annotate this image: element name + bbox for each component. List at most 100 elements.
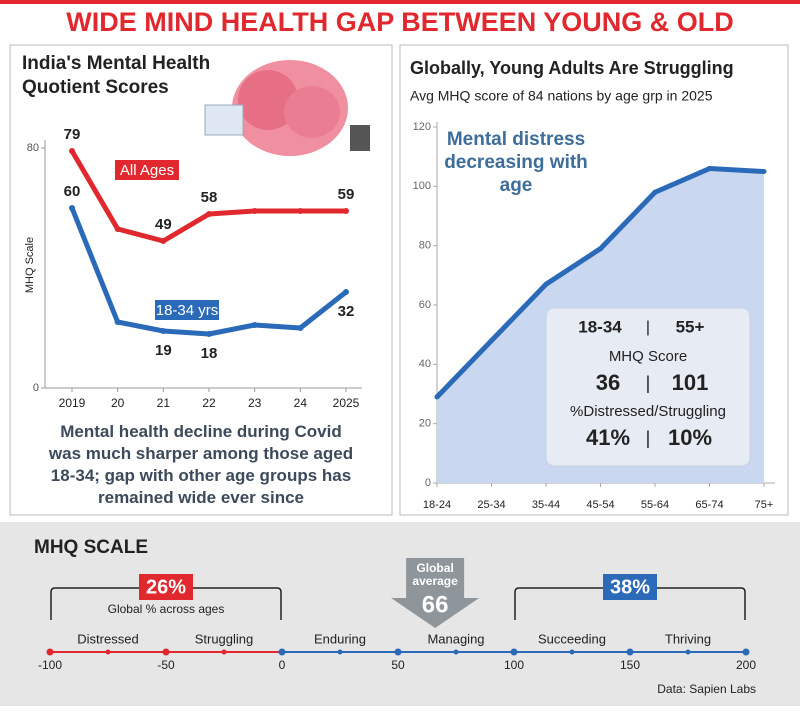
scale-category: Struggling [195,631,254,646]
scale-tick-label: 0 [279,658,286,672]
scale-category: Managing [427,631,484,646]
x-tick-label: 65-74 [695,499,723,511]
y-axis-label: MHQ Scale [24,237,36,293]
scale-tick [510,648,518,656]
data-point [343,289,349,295]
inset-header: 55+ [676,317,705,336]
inset-row-label: %Distressed/Struggling [570,403,726,420]
y-tick-label: 60 [419,299,431,311]
legend-box [155,300,219,320]
data-point [160,328,167,334]
x-tick-label: 22 [202,396,216,410]
scale-tick-label: 50 [391,658,405,672]
data-point [652,189,658,195]
data-point [69,205,75,211]
data-point [434,394,440,400]
scale-tick-label: -100 [38,658,62,672]
legend-label: All Ages [120,162,174,179]
data-label: 59 [338,186,355,203]
x-tick-label: 2019 [59,396,86,410]
divider: | [646,373,651,393]
data-point [114,226,121,232]
share-note: Global % across ages [108,602,225,616]
share-box [139,574,193,600]
scale-panel [0,522,800,706]
y-tick-label: 40 [419,358,431,370]
top-rule [0,0,800,4]
data-label: 79 [64,126,81,143]
x-tick-label: 18-24 [423,499,451,511]
scale-dot [685,649,691,655]
x-tick-label: 55-64 [641,499,669,511]
data-point [297,208,304,214]
scale-tick-label: -50 [157,658,175,672]
y-tick-label: 120 [413,121,431,133]
data-point [69,148,75,154]
inset-row-label: MHQ Score [609,348,687,365]
inset-value: 101 [672,370,709,395]
scale-dot [337,649,343,655]
data-label: 58 [201,189,218,206]
data-point [598,246,603,252]
scale-dot [453,649,459,655]
y-tick-label: 80 [27,142,39,154]
x-tick-label: 35-44 [532,499,560,511]
data-point [543,281,549,287]
scale-title: MHQ SCALE [34,537,148,558]
x-tick-label: 25-34 [477,499,505,511]
x-tick-label: 20 [111,396,125,410]
legend-box [115,160,179,180]
y-tick-label: 100 [413,180,431,192]
left-panel [9,44,393,516]
data-point [343,208,349,214]
chart-title: Globally, Young Adults Are Struggling [410,58,734,78]
annotation: Mental distress decreasing with age [444,129,588,196]
scale-dot [569,649,575,655]
scale-tick [278,648,286,656]
data-point [206,211,212,217]
brain-illustration [204,60,370,156]
inset-value: 41% [586,425,630,450]
data-point [297,325,304,331]
x-tick-label: 24 [294,396,308,410]
right-panel [399,44,789,516]
scale-category: Thriving [665,631,711,646]
scale-tick [46,648,54,656]
legend-label: 18-34 yrs [156,302,219,319]
x-tick-label: 2025 [333,396,360,410]
data-point [251,208,258,214]
data-point [251,322,258,328]
scale-tick [742,648,750,656]
data-point [707,166,712,172]
data-point [489,338,494,344]
data-point [160,238,167,244]
scale-dot [105,649,111,655]
average-label: Global average [412,561,458,588]
data-label: 18 [201,345,218,362]
chart-title: India's Mental Health Quotient Scores [22,53,210,98]
page-title: WIDE MIND HEALTH GAP BETWEEN YOUNG & OLD [66,7,734,37]
data-label: 49 [155,216,172,233]
inset-value: 36 [596,370,620,395]
data-point [206,331,212,337]
scale-tick-label: 100 [504,658,524,672]
data-point [761,169,767,174]
share-label: 38% [610,576,650,598]
data-label: 32 [338,303,355,320]
chart-caption: Mental health decline during Covid was mu… [48,422,353,507]
x-tick-label: 75+ [755,499,774,511]
data-point [114,319,121,325]
x-tick-label: 45-54 [586,499,614,511]
x-tick-label: 23 [248,396,262,410]
average-value: 66 [422,591,449,618]
y-tick-label: 0 [33,382,39,394]
scale-tick-label: 200 [736,658,756,672]
divider: | [646,428,651,448]
source: Data: Sapien Labs [657,682,756,696]
inset-header: 18-34 [578,317,622,336]
share-label: 26% [146,576,186,598]
scale-tick [394,648,402,656]
inset-value: 10% [668,425,712,450]
scale-tick [626,648,634,656]
